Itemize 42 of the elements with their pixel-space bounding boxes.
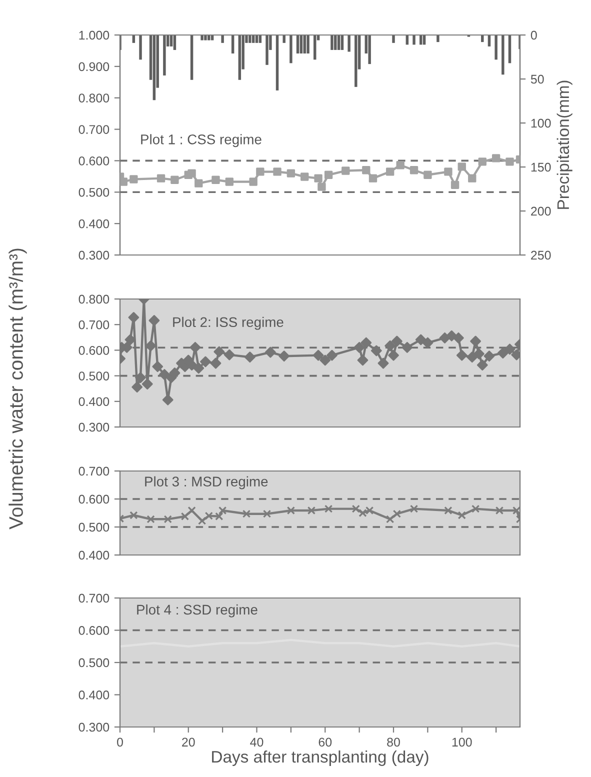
annotation: Plot 1 : CSS regime — [141, 134, 262, 148]
y2-tick-label: 150 — [531, 162, 551, 172]
annotation: Plot 2: ISS regime — [173, 316, 284, 330]
x-tick-label: 100 — [452, 738, 472, 747]
y-tick-label: 0.400 — [78, 550, 110, 560]
y-tick-label: 0.600 — [78, 494, 110, 504]
y-tick-label: 0.600 — [78, 156, 110, 166]
y2-tick-label: 50 — [530, 74, 544, 84]
y-tick-label: 0.700 — [78, 125, 110, 134]
y-tick-label: 0.400 — [78, 397, 110, 406]
y-tick-label: 0.700 — [78, 320, 110, 330]
y-tick-label: 0.500 — [78, 372, 110, 380]
y-tick-label: 0.900 — [78, 62, 110, 72]
y2-axis-title: Precipitation(mm) — [556, 80, 572, 209]
y-axis-title: Volumetric water content (m³/m³) — [8, 248, 27, 530]
y-tick-label: 0.700 — [78, 594, 110, 603]
y-tick-label: 0.300 — [78, 250, 110, 260]
y2-tick-label: 100 — [531, 118, 551, 128]
y-tick-label: 0.300 — [78, 422, 110, 432]
y-tick-label: 0.800 — [78, 94, 110, 103]
y-tick-label: 0.600 — [78, 626, 110, 635]
annotation: Plot 4 : SSD regime — [137, 604, 258, 618]
y-tick-label: 0.500 — [78, 522, 110, 532]
y-tick-label: 0.400 — [78, 690, 110, 700]
y-tick-label: 1.000 — [79, 30, 110, 40]
y-tick-label: 0.700 — [78, 466, 110, 476]
x-tick-label: 20 — [182, 738, 195, 747]
x-tick-label: 60 — [318, 738, 332, 747]
y-tick-label: 0.500 — [78, 658, 110, 668]
x-tick-label: 40 — [250, 738, 264, 747]
y2-tick-label: 200 — [531, 206, 551, 216]
y2-tick-label: 250 — [531, 250, 551, 260]
y-tick-label: 0.400 — [78, 219, 110, 228]
x-axis-title: Days after transplanting (day) — [212, 750, 428, 766]
y-tick-label: 0.300 — [78, 722, 110, 732]
x-tick-label: 80 — [387, 738, 400, 747]
x-tick-label: 0 — [117, 738, 123, 747]
y-tick-label: 0.500 — [78, 188, 110, 197]
y-tick-label: 0.600 — [78, 346, 110, 355]
annotation: Plot 3 : MSD regime — [145, 476, 268, 490]
y2-tick-label: 0 — [530, 30, 537, 40]
y-tick-label: 0.800 — [78, 294, 110, 304]
